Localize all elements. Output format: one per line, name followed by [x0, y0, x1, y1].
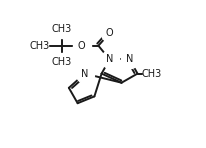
Text: N: N [81, 69, 89, 79]
Text: N: N [126, 54, 133, 64]
Text: CH3: CH3 [52, 24, 72, 34]
Text: CH3: CH3 [29, 41, 49, 51]
Text: O: O [78, 41, 85, 51]
Text: CH3: CH3 [142, 69, 162, 79]
Text: CH3: CH3 [52, 57, 72, 67]
Text: N: N [106, 54, 113, 64]
Text: O: O [106, 28, 113, 38]
